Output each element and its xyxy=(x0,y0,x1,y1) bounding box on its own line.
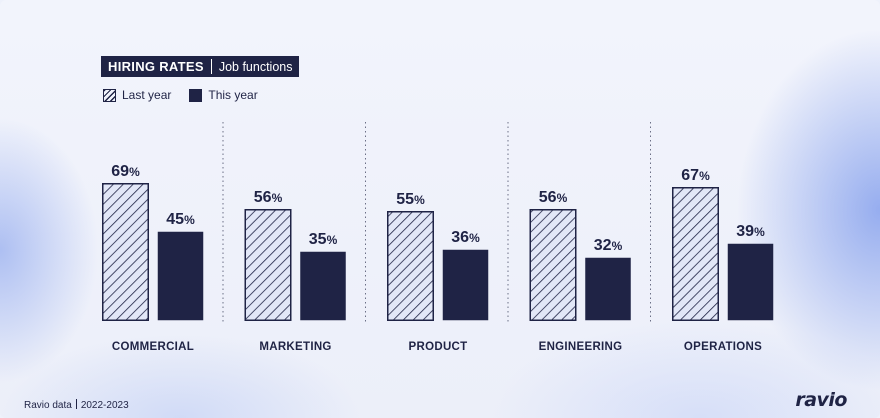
source-period: 2022-2023 xyxy=(80,400,129,411)
value-label-commercial-last-year: 69% xyxy=(111,163,140,180)
bar-engineering-this-year xyxy=(585,257,631,321)
bar-product-this-year xyxy=(442,249,489,321)
value-label-product-last-year: 55% xyxy=(396,191,425,208)
chart-subtitle: Job functions xyxy=(218,59,293,74)
bar-marketing-this-year xyxy=(300,251,346,321)
category-label-marketing: MARKETING xyxy=(259,341,331,353)
bars: 69% 45% COMMERCIAL 56% 35% MARKETING 55% 36% PRO… xyxy=(102,163,774,353)
legend-swatch-solid xyxy=(189,88,203,102)
ravio-logo: ravio xyxy=(795,389,847,411)
value-label-marketing-last-year: 56% xyxy=(254,189,283,206)
value-label-commercial-this-year: 45% xyxy=(166,211,195,228)
value-label-marketing-this-year: 35% xyxy=(309,231,338,248)
value-label-engineering-last-year: 56% xyxy=(539,189,568,206)
source-divider xyxy=(75,399,77,409)
category-label-commercial: COMMERCIAL xyxy=(112,341,194,353)
source-label: Ravio data xyxy=(24,400,72,411)
chart-title: HIRING RATES xyxy=(108,59,204,74)
value-label-operations-this-year: 39% xyxy=(736,223,765,240)
legend-swatch-hatched xyxy=(103,88,116,102)
group-separators xyxy=(222,122,651,322)
category-label-product: PRODUCT xyxy=(409,341,468,353)
source-note: Ravio data 2022-2023 xyxy=(24,399,129,411)
bar-product-last-year xyxy=(387,211,434,321)
legend-label-last-year: Last year xyxy=(122,88,172,102)
bar-marketing-last-year xyxy=(244,209,292,321)
value-label-engineering-this-year: 32% xyxy=(594,237,623,254)
value-label-product-this-year: 36% xyxy=(451,229,480,246)
legend-item-last-year: Last year xyxy=(103,88,171,102)
bar-engineering-last-year xyxy=(529,209,577,321)
value-label-operations-last-year: 67% xyxy=(681,167,710,184)
category-label-engineering: ENGINEERING xyxy=(539,341,623,353)
bar-commercial-last-year xyxy=(102,183,149,321)
legend-label-this-year: This year xyxy=(208,88,258,102)
bar-operations-last-year xyxy=(672,187,719,321)
category-label-operations: OPERATIONS xyxy=(684,341,762,353)
bar-commercial-this-year xyxy=(157,231,204,321)
legend: Last year This year xyxy=(103,88,258,102)
chart-title-box: HIRING RATES Job functions xyxy=(101,56,300,77)
title-divider xyxy=(210,59,212,74)
bar-operations-this-year xyxy=(727,243,774,321)
legend-item-this-year: This year xyxy=(189,88,258,102)
